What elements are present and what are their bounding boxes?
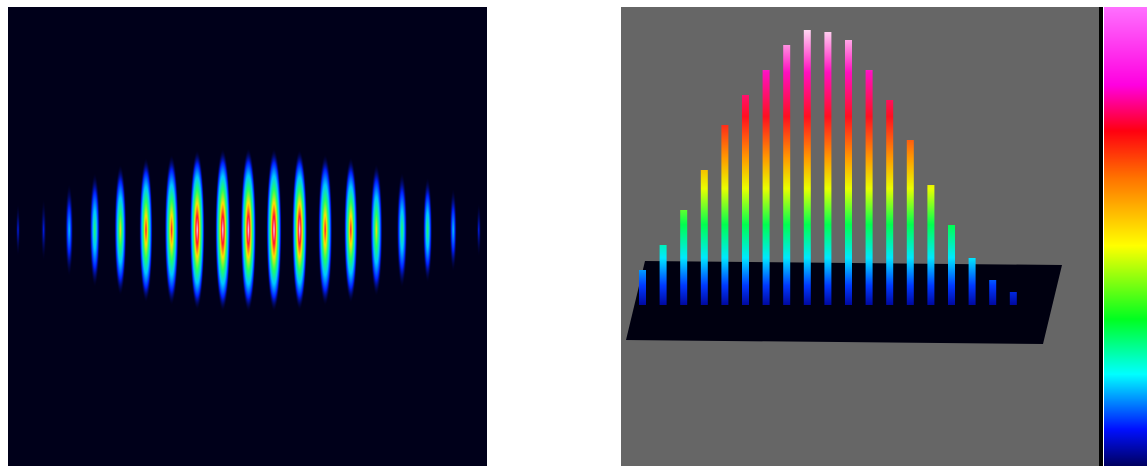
fringe	[475, 178, 484, 283]
peak	[701, 170, 708, 305]
scene	[0, 0, 1147, 466]
peak	[639, 270, 646, 305]
peak	[824, 32, 831, 305]
peak	[783, 45, 790, 305]
fringe	[239, 135, 257, 325]
surface-base	[626, 261, 1062, 344]
fringe	[395, 154, 409, 306]
fringe	[14, 179, 22, 281]
page: (() => { const data = JSON.parse(documen…	[0, 0, 1147, 466]
fringe	[317, 140, 334, 321]
peak	[660, 245, 667, 305]
peak	[948, 225, 955, 305]
colorbar-border	[1099, 7, 1103, 466]
peak	[866, 70, 873, 305]
peak	[763, 70, 770, 305]
fringe	[39, 170, 49, 291]
peak	[845, 40, 852, 305]
fringe	[343, 143, 359, 316]
fringe	[189, 137, 206, 322]
peak	[927, 185, 934, 305]
peak	[1010, 292, 1017, 305]
fringe	[138, 144, 154, 316]
peak	[804, 30, 811, 305]
peak	[969, 258, 976, 305]
fringe	[88, 155, 102, 306]
fringe	[265, 136, 283, 325]
colorbar	[1104, 7, 1147, 466]
peak	[680, 210, 687, 305]
peak	[989, 280, 996, 305]
fringe	[422, 161, 434, 300]
fringe	[291, 137, 309, 323]
fringe	[369, 148, 384, 312]
fringe	[163, 140, 180, 320]
fringe	[113, 149, 128, 312]
peak	[721, 125, 728, 305]
peak	[886, 100, 893, 305]
peak	[907, 140, 914, 305]
peak	[742, 95, 749, 305]
surface-view-background	[621, 7, 1099, 466]
fringe	[63, 162, 75, 299]
fringe	[214, 136, 232, 325]
fringe	[448, 169, 459, 292]
